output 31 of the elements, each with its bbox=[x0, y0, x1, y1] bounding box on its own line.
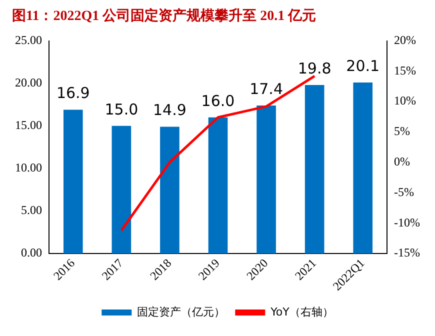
y2-tick-label: 10% bbox=[394, 94, 416, 108]
bar bbox=[208, 117, 228, 254]
y2-tick-label: 20% bbox=[394, 32, 416, 47]
y-tick-label: 25.00 bbox=[15, 32, 42, 47]
y-tick-label: 0.00 bbox=[21, 246, 42, 260]
y-tick-label: 20.00 bbox=[15, 75, 42, 90]
data-label: 14.9 bbox=[153, 101, 186, 120]
bar bbox=[353, 82, 373, 254]
legend-label: 固定资产（亿元） bbox=[137, 305, 226, 318]
y2-tick-label: 5% bbox=[394, 124, 410, 138]
chart-title: 图11：2022Q1 公司固定资产规模攀升至 20.1 亿元 bbox=[12, 7, 316, 24]
y-tick-label: 15.00 bbox=[15, 118, 42, 132]
bar bbox=[112, 126, 132, 254]
y2-tick-label: -10% bbox=[394, 215, 420, 230]
bar bbox=[160, 126, 180, 254]
data-label: 15.0 bbox=[104, 100, 138, 118]
y-tick-label: 10.00 bbox=[15, 160, 42, 175]
y-tick-label: 5.00 bbox=[21, 203, 42, 218]
y2-tick-label: -5% bbox=[394, 184, 414, 199]
bar bbox=[304, 85, 324, 254]
legend-label: YoY（右轴） bbox=[270, 305, 334, 318]
bar bbox=[63, 110, 83, 254]
y2-tick-label: 0% bbox=[394, 154, 410, 168]
data-label: 17.4 bbox=[250, 80, 283, 98]
bar bbox=[256, 105, 276, 254]
y2-tick-label: 15% bbox=[394, 63, 416, 78]
data-label: 19.8 bbox=[298, 59, 332, 78]
data-label: 20.1 bbox=[346, 56, 380, 75]
y2-tick-label: -15% bbox=[394, 246, 420, 260]
data-label: 16.9 bbox=[56, 84, 90, 102]
data-label: 16.0 bbox=[201, 92, 235, 110]
